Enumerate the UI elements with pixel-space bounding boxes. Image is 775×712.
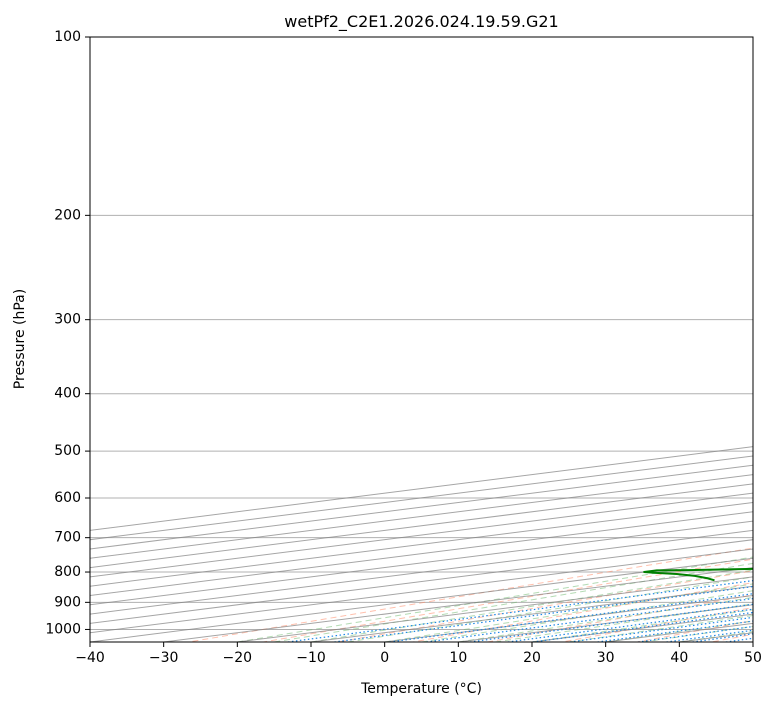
x-tick-label: 10	[449, 650, 467, 666]
moist-adiabat-line	[274, 37, 775, 642]
mixing-ratio-line	[726, 441, 775, 642]
chart-title: wetPf2_C2E1.2026.024.19.59.G21	[284, 12, 558, 32]
y-tick-label: 500	[54, 443, 81, 459]
moist-adiabat-line	[348, 37, 775, 642]
isotherm-line	[606, 37, 775, 642]
y-axis-label: Pressure (hPa)	[12, 289, 28, 389]
moist-adiabat-line	[606, 37, 775, 642]
dry-adiabat-line	[712, 37, 775, 642]
y-tick-label: 400	[54, 386, 81, 402]
x-tick-label: 0	[380, 650, 389, 666]
x-tick-label: −40	[75, 650, 105, 666]
y-tick-label: 700	[54, 530, 81, 546]
x-tick-label: 20	[523, 650, 541, 666]
mixing-ratio-line	[570, 441, 775, 642]
dry-adiabat-line	[264, 37, 775, 642]
x-tick-label: −30	[149, 650, 179, 666]
y-tick-label: 900	[54, 594, 81, 610]
isotherm-line	[237, 37, 775, 642]
plot-frame	[90, 37, 753, 642]
moist-adiabat-line	[569, 37, 775, 642]
isotherm-line	[0, 37, 775, 642]
dry-adiabat-line	[338, 37, 775, 642]
isotherm-line	[90, 37, 775, 642]
moist-adiabat-line	[311, 37, 775, 642]
x-tick-label: 50	[744, 650, 762, 666]
y-tick-label: 300	[54, 312, 81, 328]
mixing-ratio-line	[667, 441, 775, 642]
y-tick-label: 600	[54, 490, 81, 506]
mixing-ratio-line	[288, 441, 775, 642]
x-tick-label: −20	[223, 650, 253, 666]
y-tick-label: 200	[54, 207, 81, 223]
isotherm-line	[164, 37, 775, 642]
dry-adiabat-line	[413, 37, 775, 642]
moist-adiabat-line	[422, 37, 775, 642]
isotherm-line	[311, 37, 775, 642]
mixing-ratio-line	[693, 441, 775, 642]
x-tick-label: −10	[296, 650, 326, 666]
moist-adiabat-line	[679, 37, 775, 642]
y-tick-label: 100	[54, 29, 81, 45]
isotherm-line	[458, 37, 775, 642]
y-tick-label: 1000	[45, 621, 81, 637]
mixing-ratio-line	[753, 441, 775, 642]
x-tick-label: 40	[670, 650, 688, 666]
y-tick-label: 800	[54, 564, 81, 580]
x-axis-label: Temperature (°C)	[360, 681, 482, 697]
moist-adiabat-line	[458, 37, 775, 642]
dry-adiabat-line	[189, 37, 775, 642]
moist-adiabat-line	[237, 37, 775, 642]
x-tick-label: 30	[597, 650, 615, 666]
isotherm-line	[753, 37, 775, 642]
dry-adiabat-line	[562, 37, 775, 642]
isotherm-line	[679, 37, 775, 642]
